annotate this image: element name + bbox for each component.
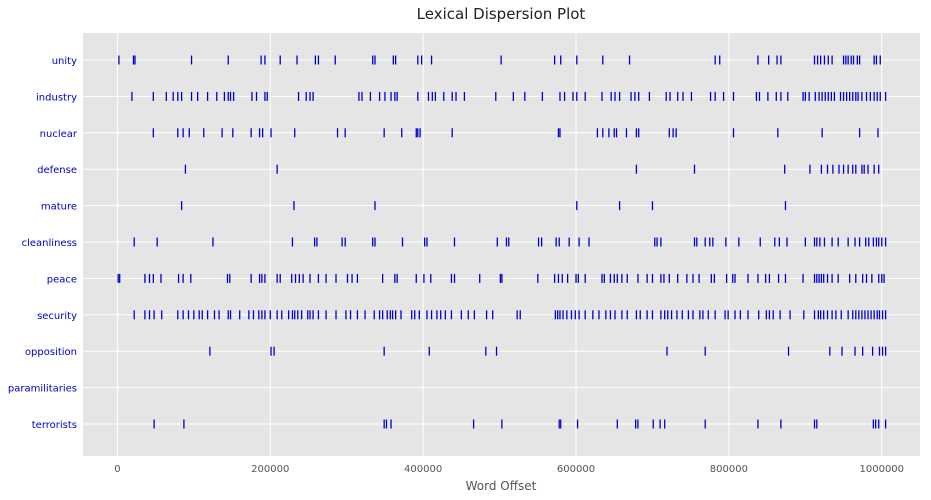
x-tick-label: 800000 — [710, 464, 748, 475]
y-tick-label: mature — [41, 202, 77, 213]
x-tick-label: 200000 — [251, 464, 289, 475]
y-tick-label: paramilitaries — [8, 384, 77, 395]
y-tick-label: unity — [52, 56, 77, 67]
y-tick-label: defense — [37, 165, 77, 176]
x-tick-label: 1000000 — [860, 464, 905, 475]
y-tick-label: industry — [36, 92, 77, 103]
y-tick-label: cleanliness — [22, 238, 77, 249]
plot-area — [83, 33, 920, 456]
y-tick-label: opposition — [25, 347, 77, 358]
x-axis-label: Word Offset — [466, 479, 537, 493]
y-tick-label: security — [37, 311, 77, 322]
x-tick-label: 600000 — [557, 464, 595, 475]
x-tick-label: 0 — [114, 464, 120, 475]
dispersion-marks — [117, 55, 887, 429]
y-tick-label: peace — [47, 274, 77, 285]
y-tick-label: nuclear — [40, 129, 78, 140]
x-tick-labels: 0 200000 400000 600000 800000 1000000 — [114, 464, 904, 475]
y-tick-labels: unity industry nuclear defense mature cleanli… — [8, 56, 78, 431]
x-tick-label: 400000 — [404, 464, 442, 475]
y-tick-label: terrorists — [32, 420, 77, 431]
chart-title: Lexical Dispersion Plot — [417, 5, 586, 23]
